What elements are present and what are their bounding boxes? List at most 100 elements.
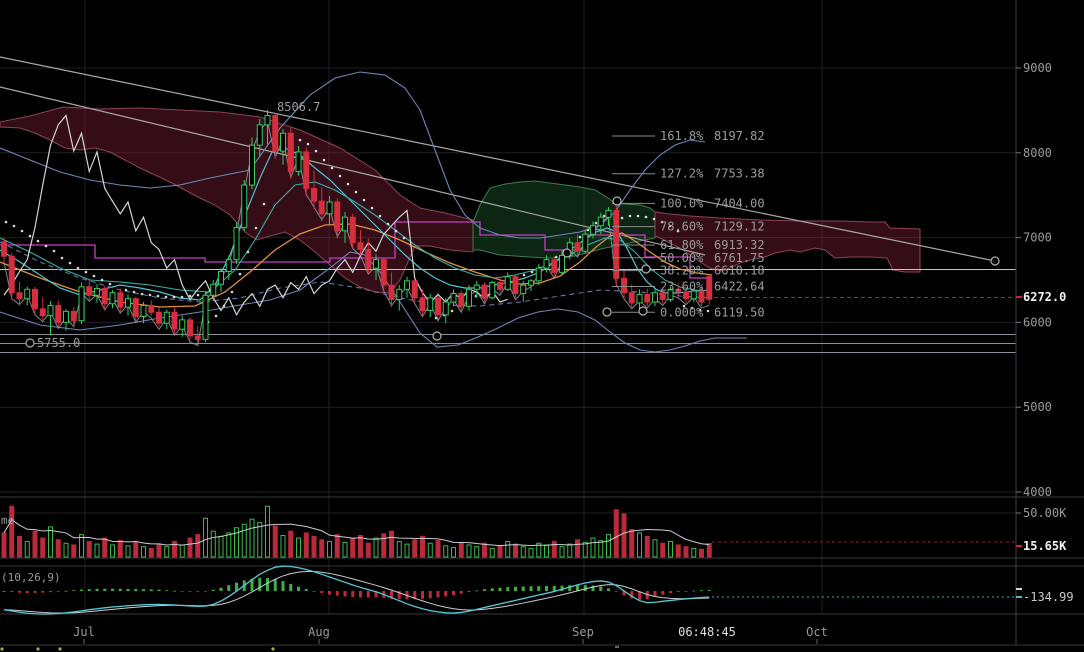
fib-level[interactable]: 100.0% 7404.00 — [612, 196, 765, 210]
candle[interactable] — [365, 238, 372, 274]
candle[interactable] — [512, 274, 519, 298]
drawing-anchor-handle[interactable] — [612, 196, 622, 206]
price-axis[interactable]: 9000 8000 7000 6000 5000 4000 — [1016, 61, 1052, 598]
candle[interactable] — [256, 118, 263, 158]
candle[interactable] — [125, 294, 131, 316]
candle[interactable] — [473, 280, 480, 298]
candle[interactable] — [683, 287, 689, 303]
drawing-anchor-handle[interactable] — [638, 306, 648, 316]
candle[interactable] — [543, 255, 550, 273]
candle[interactable] — [380, 257, 387, 291]
candle[interactable] — [218, 268, 224, 292]
candle[interactable] — [675, 283, 682, 297]
candle[interactable] — [318, 187, 325, 222]
candle[interactable] — [450, 289, 457, 307]
time-axis[interactable]: Jul Aug Sep Oct — [0, 625, 828, 651]
drawing-anchor-handle[interactable] — [602, 307, 612, 317]
drawing-anchor-points[interactable] — [25, 196, 1000, 348]
candle[interactable] — [39, 296, 46, 320]
candle[interactable] — [334, 198, 341, 239]
candle[interactable] — [442, 297, 449, 324]
candle[interactable] — [295, 146, 302, 176]
candle[interactable] — [435, 296, 441, 320]
candle[interactable] — [187, 317, 193, 341]
candle[interactable] — [520, 280, 527, 303]
candle[interactable] — [55, 300, 62, 327]
candle[interactable] — [140, 302, 147, 324]
fib-level[interactable]: 23.60% 6422.64 — [612, 280, 765, 294]
macd-pane[interactable] — [2, 565, 1017, 615]
candle[interactable] — [78, 282, 85, 325]
candle[interactable] — [652, 289, 658, 307]
candle[interactable] — [163, 309, 170, 330]
candle[interactable] — [287, 127, 294, 180]
candle[interactable] — [272, 112, 279, 159]
candle[interactable] — [171, 307, 178, 334]
candle[interactable] — [326, 196, 333, 225]
candle[interactable] — [582, 229, 589, 254]
candle[interactable] — [241, 179, 248, 231]
candle[interactable] — [194, 325, 201, 344]
candle[interactable] — [16, 281, 23, 306]
fib-level[interactable]: 38.20% 6610.18 — [612, 264, 765, 278]
candle[interactable] — [551, 257, 558, 277]
candle[interactable] — [156, 307, 162, 327]
candle[interactable] — [342, 212, 348, 243]
candle[interactable] — [303, 147, 310, 197]
candle[interactable] — [117, 288, 124, 313]
candle[interactable] — [621, 269, 627, 299]
candle[interactable] — [504, 272, 511, 292]
candle[interactable] — [706, 274, 713, 305]
candle[interactable] — [373, 254, 379, 280]
candle[interactable] — [481, 282, 488, 303]
candle[interactable] — [1, 237, 7, 264]
candle[interactable] — [698, 286, 705, 307]
fib-level[interactable]: 0.000% 6119.50 — [612, 305, 765, 319]
candle[interactable] — [24, 286, 31, 306]
candle[interactable] — [597, 213, 604, 235]
volume-pane[interactable] — [1, 505, 1016, 558]
drawing-anchor-handle[interactable] — [990, 256, 1000, 266]
candle[interactable] — [109, 290, 116, 308]
candle[interactable] — [179, 315, 186, 337]
candle[interactable] — [644, 288, 651, 307]
candle[interactable] — [411, 279, 418, 303]
candlestick-series[interactable] — [1, 109, 713, 344]
candle[interactable] — [8, 252, 15, 299]
candle[interactable] — [605, 207, 612, 226]
candle[interactable] — [404, 276, 410, 298]
candle[interactable] — [419, 289, 426, 316]
candle[interactable] — [132, 296, 139, 321]
candle[interactable] — [202, 291, 209, 342]
candle[interactable] — [70, 307, 77, 326]
candle[interactable] — [667, 286, 674, 303]
candle[interactable] — [63, 308, 69, 331]
candle[interactable] — [94, 284, 100, 303]
descending-trendline-main[interactable] — [0, 56, 996, 262]
candle[interactable] — [690, 288, 697, 303]
candle[interactable] — [396, 285, 403, 311]
candle[interactable] — [264, 109, 271, 145]
candle[interactable] — [148, 300, 155, 316]
fib-level[interactable]: 161.8% 8197.82 — [612, 129, 765, 143]
candle[interactable] — [47, 301, 54, 336]
candle[interactable] — [357, 229, 364, 256]
candle[interactable] — [101, 285, 108, 310]
candle[interactable] — [590, 221, 596, 239]
candle[interactable] — [32, 286, 38, 314]
candle[interactable] — [659, 289, 666, 304]
candle[interactable] — [497, 276, 503, 294]
drawing-anchor-handle[interactable] — [562, 248, 572, 258]
drawing-anchor-handle[interactable] — [432, 331, 442, 341]
descending-trendline-inner[interactable] — [0, 86, 706, 256]
candle[interactable] — [574, 234, 581, 256]
candle[interactable] — [210, 280, 217, 302]
drawing-anchor-handle[interactable] — [641, 264, 651, 274]
candle[interactable] — [280, 129, 286, 165]
candle[interactable] — [466, 285, 472, 311]
level-5755-anchor[interactable] — [25, 338, 35, 348]
candle[interactable] — [249, 137, 255, 190]
candle[interactable] — [427, 293, 434, 318]
candle[interactable] — [528, 279, 534, 292]
